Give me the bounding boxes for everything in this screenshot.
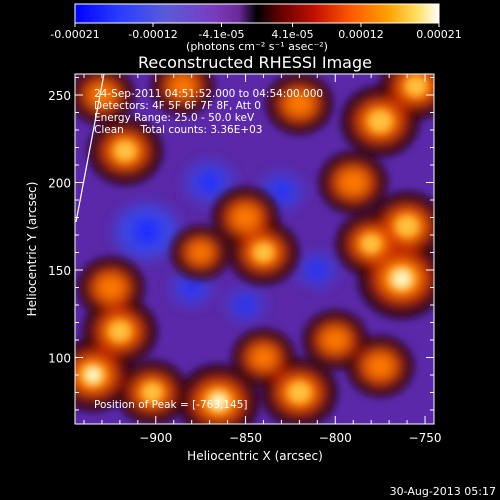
heatmap-image [75, 74, 434, 424]
cold-core [271, 181, 291, 201]
hot-core [108, 320, 131, 342]
hot-core [405, 76, 427, 97]
cold-core [132, 217, 161, 246]
hot-peak [85, 367, 100, 383]
hot-inner [248, 344, 279, 371]
hot-core [114, 140, 137, 162]
hot-inner [364, 352, 396, 381]
hot-inner [283, 89, 316, 118]
hot-core [253, 242, 274, 263]
cold-core [199, 171, 221, 194]
hot-core [395, 215, 419, 237]
footer-date: 30-Aug-2013 05:17 [390, 485, 496, 498]
cold-core [237, 296, 254, 314]
hot-inner [229, 203, 262, 232]
x-tick-label: −850 [229, 431, 262, 445]
x-tick-label: −750 [409, 431, 442, 445]
plot-frame [74, 73, 435, 425]
colorbar-tick-label: 0.00012 [338, 28, 384, 41]
y-tick-label: 200 [48, 177, 71, 191]
solar-limb-line [75, 74, 105, 223]
chart-title: Reconstructed RHESSI Image [138, 53, 372, 72]
hot-core [361, 234, 382, 254]
hot-inner [168, 74, 198, 100]
colorbar-tick-label: 4.1e-05 [271, 28, 313, 41]
hot-inner [95, 273, 127, 302]
hot-inner [86, 81, 118, 109]
x-axis-label: Heliocentric X (arcsec) [187, 449, 323, 463]
hot-inner [187, 240, 215, 265]
annotation-energy: Energy Range: 25.0 - 50.0 keV [94, 112, 255, 124]
colorbar-tick-label: 0.00021 [416, 28, 462, 41]
hot-core [142, 382, 163, 403]
x-axis: −900 −850 −800 −750 [83, 74, 442, 445]
colorbar [74, 3, 440, 24]
annotation-detectors: Detectors: 4F 5F 6F 7F 8F, Att 0 [94, 100, 261, 112]
annotation-time: 24-Sep-2011 04:51:52.000 to 04:54:00.000 [94, 88, 323, 100]
hot-core [287, 381, 311, 404]
annotation-peak: Position of Peak = [-763,145] [94, 399, 248, 411]
annotation-clean: Clean Total counts: 3.36E+03 [94, 124, 263, 136]
cold-core [182, 278, 201, 297]
colorbar-tick-label: -0.00012 [128, 28, 177, 41]
hot-peak [211, 393, 226, 409]
cold-core [308, 261, 326, 279]
annotations: 24-Sep-2011 04:51:52.000 to 04:54:00.000… [94, 88, 323, 411]
hot-inner [320, 326, 351, 354]
x-tick-label: −900 [139, 431, 172, 445]
y-axis: 100 150 200 250 [48, 77, 434, 411]
colorbar-unit: (photons cm⁻² s⁻¹ asec⁻²) [186, 40, 328, 53]
hot-core [368, 110, 393, 133]
hot-inner [336, 168, 370, 197]
y-tick-label: 250 [48, 89, 71, 103]
colorbar-tick-label: -4.1e-05 [198, 28, 244, 41]
hot-peak [393, 270, 410, 287]
y-tick-label: 100 [48, 352, 71, 366]
y-axis-label: Heliocentric Y (arcsec) [25, 182, 39, 317]
x-tick-label: −800 [319, 431, 352, 445]
y-tick-label: 150 [48, 264, 71, 278]
colorbar-ticks: -0.00021 -0.00012 -4.1e-05 4.1e-05 0.00012 0.… [50, 23, 462, 41]
colorbar-tick-label: -0.00021 [50, 28, 99, 41]
